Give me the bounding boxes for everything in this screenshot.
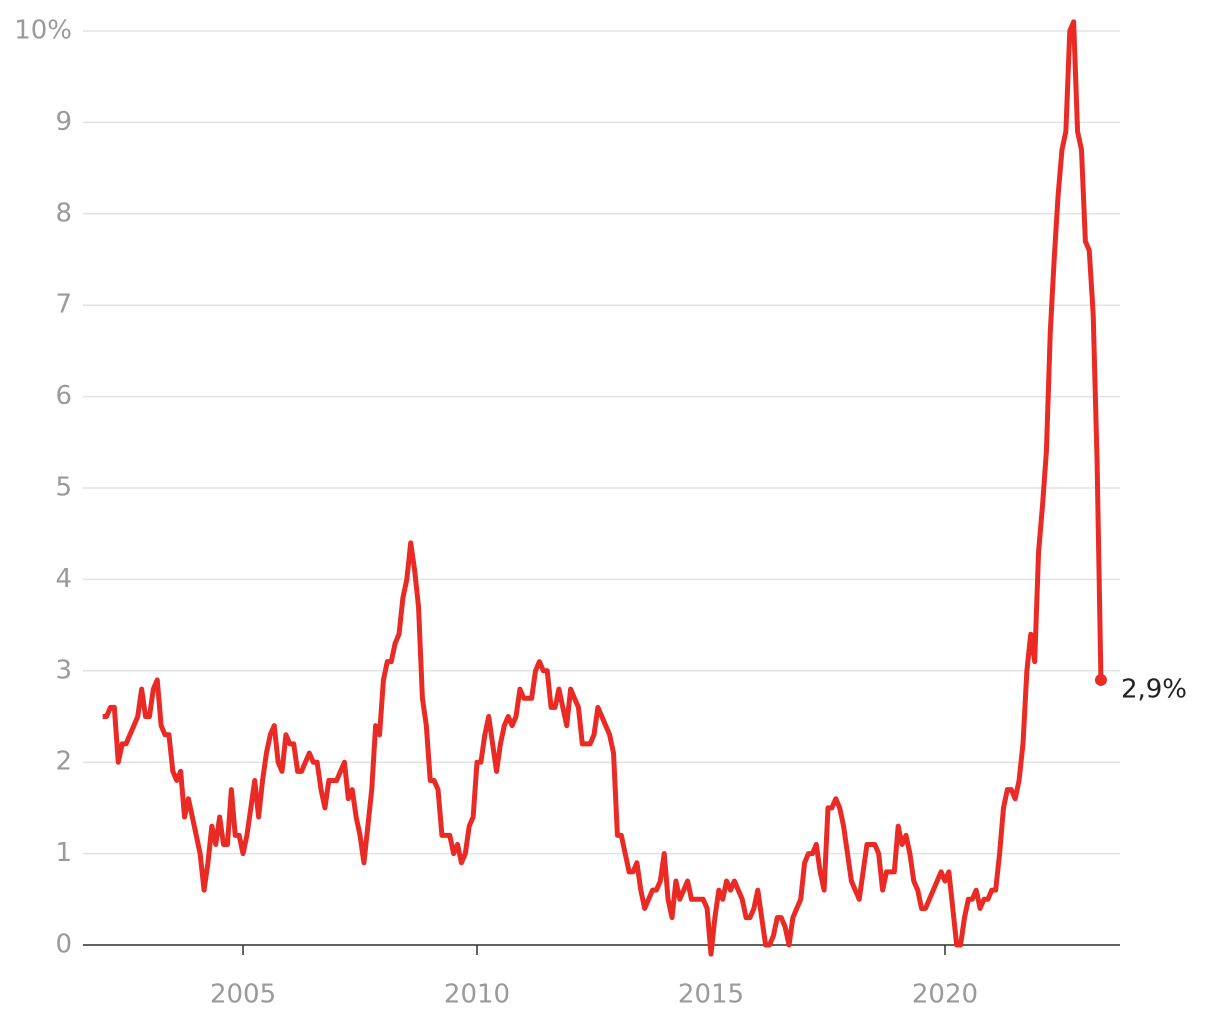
y-tick-label: 8 [55,198,72,228]
y-tick-label: 9 [55,107,72,137]
y-tick-label: 4 [55,564,72,594]
x-tick-label: 2010 [444,980,510,1010]
y-tick-label: 7 [55,290,72,320]
y-tick-label: 6 [55,381,72,411]
end-point [1094,673,1107,686]
y-tick-label: 0 [55,930,72,960]
x-tick-label: 2005 [210,980,276,1010]
x-tick-label: 2015 [678,980,744,1010]
y-tick-label: 3 [55,655,72,685]
y-tick-label: 1 [55,838,72,868]
y-tick-label: 10% [14,16,72,46]
line [102,19,1104,957]
x-tick-label: 2020 [912,980,978,1010]
y-tick-label: 5 [55,473,72,503]
value-label: 2,9% [1121,674,1187,704]
y-tick-label: 2 [55,747,72,777]
